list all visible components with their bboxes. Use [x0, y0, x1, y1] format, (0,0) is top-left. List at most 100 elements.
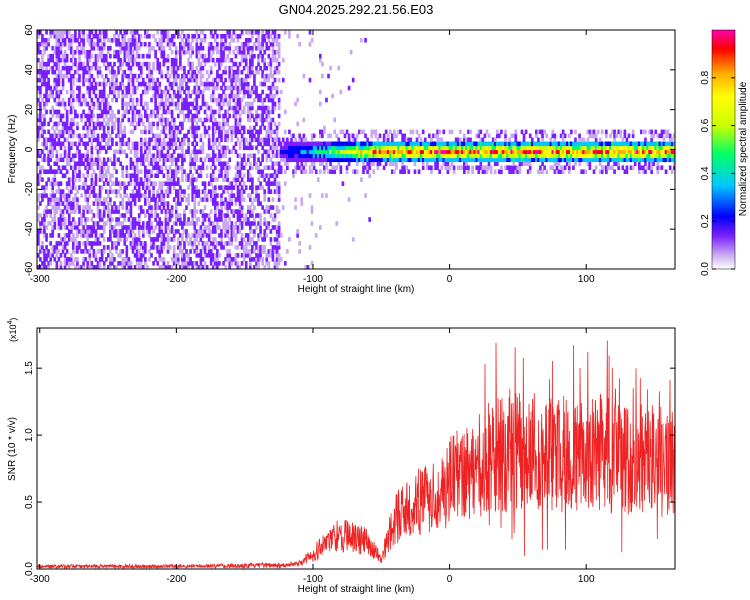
spectrogram-cell [55, 125, 59, 131]
spectrogram-cell [181, 37, 184, 43]
spectrogram-cell [86, 165, 90, 171]
spectrogram-cell [141, 185, 145, 190]
spectrogram-cell [261, 117, 264, 123]
spectrogram-cell [207, 125, 211, 131]
spectrogram-cell [477, 133, 481, 139]
spectrogram-cell [115, 73, 118, 79]
spectrogram-cell [135, 145, 139, 151]
spectrogram-cell [47, 81, 50, 87]
spectrogram-cell [232, 109, 236, 115]
spectrogram-cell [96, 41, 100, 47]
spectrogram-cell [559, 133, 563, 139]
spectrogram-cell [59, 33, 63, 39]
spectrogram-cell [535, 153, 538, 159]
spectrogram-cell [90, 181, 94, 186]
spectrogram-cell [514, 129, 518, 135]
spectrogram-cell [131, 121, 135, 127]
spectrogram-cell [59, 169, 63, 174]
spectrogram-cell [213, 217, 217, 222]
spectrogram-cell [498, 153, 501, 159]
spectrogram-cell [164, 73, 168, 79]
spectrogram-cell [263, 109, 267, 115]
spectrogram-cell [51, 137, 55, 143]
spectrogram-cell [246, 253, 250, 258]
spectrogram-cell [137, 237, 141, 242]
spectrogram-cell [448, 141, 452, 147]
spectrogram-cell [92, 85, 96, 91]
spectrogram-cell [156, 153, 160, 159]
spectrogram-cell [226, 233, 229, 238]
spectrogram-cell [248, 229, 252, 234]
spectrogram-cell [88, 185, 92, 190]
spectrogram-cell [55, 205, 59, 210]
spectrogram-cell [185, 205, 188, 210]
spectrogram-cell [43, 113, 46, 119]
spectrogram-cell [61, 221, 65, 226]
spectrogram-cell [156, 145, 160, 151]
spectrogram-cell [74, 225, 77, 230]
spectrogram-cell [465, 141, 468, 147]
spectrogram-cell [213, 213, 217, 218]
spectrogram-cell [487, 153, 491, 159]
spectrogram-cell [119, 229, 122, 234]
spectrogram-cell [341, 157, 345, 163]
spectrogram-cell [125, 105, 129, 111]
spectrogram-cell [425, 157, 429, 163]
spectrogram-cell [240, 133, 244, 139]
spectrogram-cell [211, 161, 215, 167]
spectrogram-cell [318, 157, 322, 163]
spectrogram-cell [382, 157, 386, 163]
spectrogram-cell [100, 57, 104, 63]
spectrogram-cell [156, 121, 160, 127]
spectrogram-cell [395, 161, 398, 167]
spectrogram-cell [411, 157, 415, 163]
spectrogram-cell [172, 133, 176, 139]
spectrogram-cell [45, 101, 48, 107]
spectrogram-cell [41, 53, 44, 59]
spectrogram-cell [106, 105, 110, 111]
spectrogram-cell [119, 125, 122, 131]
spectrogram-cell [349, 49, 353, 55]
spectrogram-cell [380, 145, 384, 151]
spectrogram-cell [234, 101, 238, 107]
spectrogram-cell [374, 153, 378, 159]
spectrogram-cell [386, 145, 390, 151]
spectrogram-cell [172, 57, 176, 63]
spectrogram-cell [98, 185, 102, 190]
spectrogram-cell [84, 69, 87, 75]
spectrogram-cell [240, 125, 244, 131]
spectrogram-cell [104, 101, 108, 107]
spectrogram-cell [131, 225, 135, 230]
spectrogram-cell [201, 30, 205, 35]
spectrogram-cell [111, 205, 114, 210]
spectrogram-cell [129, 213, 133, 218]
spectrogram-cell [413, 149, 417, 155]
spectrogram-cell [238, 165, 242, 171]
spectrogram-cell [549, 157, 553, 163]
spectrogram-cell [185, 93, 188, 99]
spectrogram-cell [65, 69, 69, 75]
spectrogram-cell [421, 157, 425, 163]
spectrogram-cell [261, 205, 264, 210]
spectrogram-cell [137, 265, 141, 269]
spectrogram-cell [144, 165, 147, 171]
spectrogram-cell [121, 249, 125, 254]
spectrogram-cell [86, 61, 90, 67]
spectrogram-cell [553, 169, 557, 174]
spectrogram-cell [102, 165, 106, 171]
spectrogram-cell [415, 149, 419, 155]
spectrogram-cell [240, 69, 244, 75]
spectrogram-cell [269, 61, 273, 67]
spectrogram-cell [526, 157, 530, 163]
spectrogram-cell [88, 65, 92, 71]
spectrogram-cell [257, 141, 260, 147]
spectrogram-cell [240, 30, 244, 35]
spectrogram-cell [154, 97, 157, 103]
spectrogram-cell [207, 45, 211, 51]
spectrogram-cell [479, 141, 483, 147]
spectrogram-cell [226, 213, 229, 218]
spectrogram-cell [94, 145, 98, 151]
spectrogram-cell [302, 141, 306, 147]
spectrogram-cell [127, 53, 131, 59]
spectrogram-cell [100, 169, 104, 174]
